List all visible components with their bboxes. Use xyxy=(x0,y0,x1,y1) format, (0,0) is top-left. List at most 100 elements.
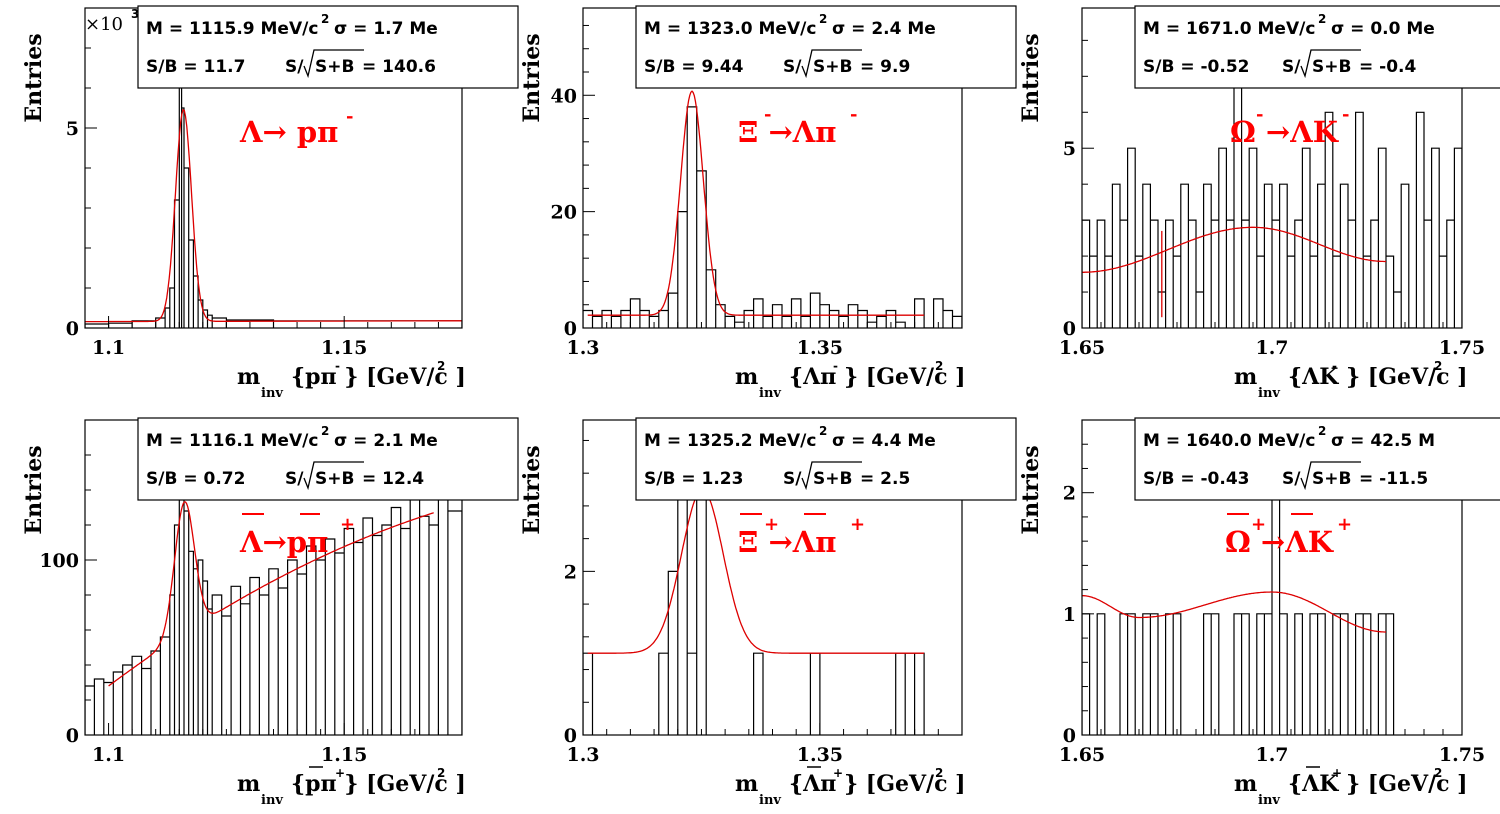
stat-sb: S/B = -0.43 xyxy=(1143,469,1250,489)
x-tick-label: 1.15 xyxy=(321,744,367,766)
x-axis-label-power: 2 xyxy=(935,766,943,780)
stat-mass: M = 1671.0 MeV/c xyxy=(1143,19,1315,39)
stat-mass: M = 1640.0 MeV/c xyxy=(1143,431,1315,451)
decay-charge: - xyxy=(850,104,857,125)
sqrt-sign xyxy=(801,461,862,491)
stat-signif-prefix: S/ xyxy=(1282,469,1301,489)
y-tick-label: 2 xyxy=(564,561,577,583)
x-axis-label-m: m xyxy=(237,364,260,390)
sqrt-sign xyxy=(1300,461,1361,491)
y-axis-label: Entries xyxy=(21,33,47,122)
fit-curve xyxy=(587,488,925,654)
decay-label: Ω →ΛK+ + xyxy=(1225,513,1352,559)
x-axis-label-power: 2 xyxy=(437,359,445,373)
y-tick-label: 20 xyxy=(551,202,577,224)
decay-charge: - xyxy=(346,106,353,127)
decay-charge: + xyxy=(340,514,355,535)
x-tick-label: 1.35 xyxy=(797,744,843,766)
x-axis-label-subscript: inv xyxy=(1258,386,1280,401)
x-tick-label: 1.1 xyxy=(92,744,125,766)
x-axis-label-power: 2 xyxy=(935,359,943,373)
y-tick-label: 0 xyxy=(1063,725,1076,747)
x-axis-label: {ΛK } [GeV/c ] xyxy=(1288,364,1468,390)
y-axis-label: Entries xyxy=(519,33,545,122)
histogram xyxy=(85,485,462,735)
y-axis-label: Entries xyxy=(1018,33,1044,122)
x-axis-label: {pπ } [GeV/c ] xyxy=(291,771,466,797)
stats-box-frame xyxy=(137,417,519,501)
stat-signif-root: S+B xyxy=(813,469,852,489)
sqrt-sign xyxy=(303,461,364,491)
decay-text: Λ→ pπ xyxy=(239,115,338,149)
stat-mass-power: 2 xyxy=(321,12,329,26)
x-tick-label: 1.3 xyxy=(566,744,599,766)
stats-box: M = 1671.0 MeV/c 2 σ = 0.0 Me S/B = -0.52 S/… xyxy=(1134,5,1500,89)
stat-sb: S/B = 0.72 xyxy=(146,469,245,489)
y-axis-label: Entries xyxy=(1018,445,1044,534)
y-axis-label: Entries xyxy=(519,445,545,534)
stat-signif-value: = -11.5 xyxy=(1359,469,1428,489)
stat-signif-root: S+B xyxy=(315,57,354,77)
stat-sb: S/B = 1.23 xyxy=(644,469,743,489)
y-tick-label: 2 xyxy=(1063,483,1076,505)
stat-sigma: σ = 4.4 Me xyxy=(832,431,936,451)
stat-signif-prefix: S/ xyxy=(783,57,802,77)
fit-curve xyxy=(1082,591,1386,633)
decay-charge: - xyxy=(1256,104,1263,125)
x-axis-label-subscript: inv xyxy=(759,386,781,401)
stat-mass: M = 1115.9 MeV/c xyxy=(146,19,318,39)
y-tick-label: 100 xyxy=(39,550,79,572)
x-axis-label-charge: - xyxy=(335,359,340,373)
stat-mass-power: 2 xyxy=(321,424,329,438)
x-axis-label-charge: - xyxy=(833,359,838,373)
x-tick-label: 1.35 xyxy=(797,337,843,359)
x-axis-label: {ΛK } [GeV/c ] xyxy=(1288,771,1468,797)
stat-signif-value: = 9.9 xyxy=(860,57,910,77)
x-axis-label-m: m xyxy=(1234,771,1257,797)
x-tick-label: 1.65 xyxy=(1059,337,1105,359)
sqrt-sign xyxy=(303,49,364,79)
decay-label: Λ→pπ + xyxy=(239,513,355,559)
y-tick-label: 0 xyxy=(66,318,79,340)
x-axis-label-power: 2 xyxy=(1434,359,1442,373)
x-axis-label-m: m xyxy=(735,364,758,390)
stats-box-frame xyxy=(635,5,1017,89)
decay-label: Ξ →Λπ- - xyxy=(738,104,857,149)
stat-signif-prefix: S/ xyxy=(285,57,304,77)
y-tick-label: 5 xyxy=(1063,138,1076,160)
x-axis-label-subscript: inv xyxy=(261,793,283,808)
y-tick-label: 1 xyxy=(1063,604,1076,626)
sqrt-sign xyxy=(801,49,862,79)
x-tick-label: 1.1 xyxy=(92,337,125,359)
y-multiplier: ×10 xyxy=(85,14,123,35)
stat-signif-root: S+B xyxy=(315,469,354,489)
histogram xyxy=(583,106,962,328)
fit-curve xyxy=(85,108,462,323)
x-tick-label: 1.65 xyxy=(1059,744,1105,766)
decay-text: Ω →ΛK xyxy=(1230,115,1340,149)
decay-charge: + xyxy=(764,514,779,535)
x-tick-label: 1.75 xyxy=(1439,337,1485,359)
x-axis-label-charge: - xyxy=(1332,359,1337,373)
x-axis-label-charge: + xyxy=(833,766,843,780)
x-axis-label-subscript: inv xyxy=(261,386,283,401)
stats-box-frame xyxy=(1134,5,1500,89)
stat-sigma: σ = 2.1 Me xyxy=(334,431,438,451)
stats-box: M = 1116.1 MeV/c 2 σ = 2.1 Me S/B = 0.72 S/S… xyxy=(137,417,519,501)
stat-sigma: σ = 0.0 Me xyxy=(1331,19,1435,39)
x-axis-label: {pπ } [GeV/c ] xyxy=(291,364,466,390)
fit-curve xyxy=(1082,226,1386,273)
x-axis-label-power: 2 xyxy=(1434,766,1442,780)
stats-box-frame xyxy=(635,417,1017,501)
x-axis-label-m: m xyxy=(1234,364,1257,390)
stat-signif-value: = -0.4 xyxy=(1359,57,1417,77)
stat-sb: S/B = -0.52 xyxy=(1143,57,1250,77)
x-tick-label: 1.75 xyxy=(1439,744,1485,766)
x-axis-label-subscript: inv xyxy=(1258,793,1280,808)
